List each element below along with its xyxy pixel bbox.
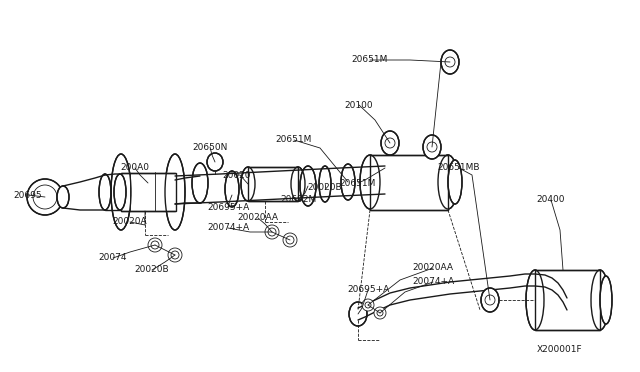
Circle shape bbox=[168, 248, 182, 262]
Ellipse shape bbox=[438, 155, 458, 209]
Circle shape bbox=[362, 299, 374, 311]
Circle shape bbox=[27, 179, 63, 215]
Ellipse shape bbox=[341, 164, 355, 200]
Ellipse shape bbox=[300, 166, 316, 206]
Ellipse shape bbox=[99, 174, 111, 210]
Circle shape bbox=[374, 307, 386, 319]
Text: 20651M: 20651M bbox=[352, 55, 388, 64]
Text: 20100: 20100 bbox=[345, 100, 373, 109]
Text: X200001F: X200001F bbox=[537, 346, 583, 355]
Text: 20074: 20074 bbox=[99, 253, 127, 263]
Ellipse shape bbox=[481, 288, 499, 312]
Text: 20695+A: 20695+A bbox=[207, 202, 249, 212]
Ellipse shape bbox=[225, 171, 239, 207]
Ellipse shape bbox=[111, 154, 131, 230]
Text: 20020A: 20020A bbox=[113, 218, 147, 227]
Ellipse shape bbox=[381, 131, 399, 155]
Ellipse shape bbox=[319, 166, 331, 202]
Text: 20020B: 20020B bbox=[134, 266, 170, 275]
Bar bbox=[535, 270, 600, 330]
Ellipse shape bbox=[241, 167, 255, 201]
Text: 20651MB: 20651MB bbox=[438, 164, 480, 173]
Text: 20650N: 20650N bbox=[192, 142, 228, 151]
Ellipse shape bbox=[423, 135, 441, 159]
Bar bbox=[370, 155, 448, 210]
Text: 20695+A: 20695+A bbox=[347, 285, 389, 295]
Ellipse shape bbox=[600, 276, 612, 324]
Ellipse shape bbox=[448, 160, 462, 204]
Circle shape bbox=[265, 225, 279, 239]
Text: 20651M: 20651M bbox=[340, 179, 376, 187]
Ellipse shape bbox=[360, 155, 380, 209]
Text: 20020AA: 20020AA bbox=[237, 214, 278, 222]
Bar bbox=[248, 167, 298, 201]
Text: 20074+A: 20074+A bbox=[207, 224, 249, 232]
Circle shape bbox=[148, 238, 162, 252]
Text: 20695: 20695 bbox=[13, 190, 42, 199]
Ellipse shape bbox=[207, 153, 223, 171]
Bar bbox=[121, 173, 176, 211]
Text: 20651M: 20651M bbox=[276, 135, 312, 144]
Circle shape bbox=[283, 233, 297, 247]
Ellipse shape bbox=[441, 50, 459, 74]
Ellipse shape bbox=[114, 174, 126, 210]
Ellipse shape bbox=[192, 163, 208, 203]
Text: 20074+A: 20074+A bbox=[412, 278, 454, 286]
Text: 20400: 20400 bbox=[537, 196, 565, 205]
Text: 20692M: 20692M bbox=[280, 196, 316, 205]
Text: 20020AA: 20020AA bbox=[413, 263, 454, 273]
Text: 20020: 20020 bbox=[223, 170, 252, 180]
Ellipse shape bbox=[57, 186, 69, 208]
Text: 200A0: 200A0 bbox=[120, 164, 150, 173]
Ellipse shape bbox=[291, 167, 305, 201]
Ellipse shape bbox=[165, 154, 185, 230]
Text: 20020B: 20020B bbox=[308, 183, 342, 192]
Ellipse shape bbox=[526, 270, 544, 330]
Ellipse shape bbox=[591, 270, 609, 330]
Ellipse shape bbox=[349, 302, 367, 326]
